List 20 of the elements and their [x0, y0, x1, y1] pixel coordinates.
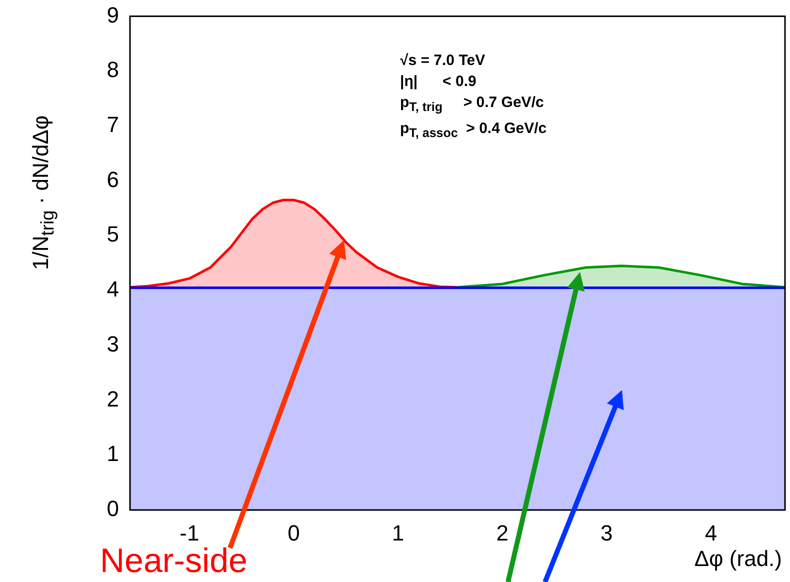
y-tick-label: 6 [106, 166, 119, 192]
x-tick-label: 3 [600, 520, 613, 546]
y-tick-label: 4 [106, 276, 119, 302]
y-tick-label: 2 [106, 386, 119, 412]
annotation: |η| < 0.9 [400, 72, 478, 92]
y-tick-label: 9 [106, 2, 119, 28]
y-tick-label: 3 [106, 331, 119, 356]
annotation: p$_{T, assoc}$ > 0.4 GeV/c [400, 119, 547, 142]
y-tick-label: 5 [106, 222, 119, 247]
x-tick-label: 4 [704, 520, 718, 546]
x-tick-label: 1 [392, 520, 404, 546]
x-tick-label: 0 [288, 520, 300, 546]
y-tick-label: 0 [106, 496, 119, 522]
y-tick-label: 7 [106, 112, 119, 137]
x-axis-title: Δφ (rad.) [694, 546, 782, 572]
y-tick-label: 8 [106, 57, 119, 82]
text: p$_{T, trig}$ > 0.7 GeV/c [400, 94, 544, 114]
annotation: √s = 7.0 TeV [400, 51, 486, 71]
x-tick-label: 2 [496, 520, 508, 546]
y-tick-label: 1 [106, 441, 119, 466]
